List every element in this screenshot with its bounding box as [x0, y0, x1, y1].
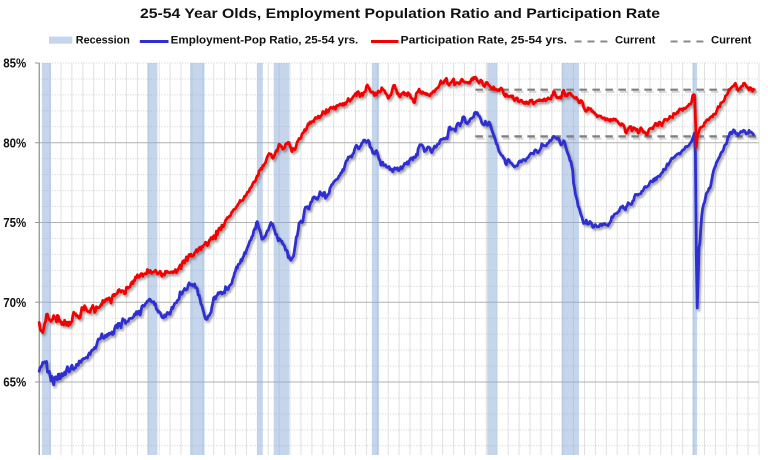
svg-text:Recession: Recession [76, 34, 130, 46]
svg-text:75%: 75% [3, 216, 26, 230]
svg-text:25-54 Year Olds, Employment Po: 25-54 Year Olds, Employment Population R… [140, 5, 660, 21]
svg-text:70%: 70% [3, 296, 26, 310]
svg-text:Employment-Pop Ratio, 25-54 yr: Employment-Pop Ratio, 25-54 yrs. [171, 34, 359, 46]
svg-text:Current: Current [711, 34, 752, 46]
svg-text:65%: 65% [3, 376, 26, 390]
svg-text:Current: Current [615, 34, 656, 46]
svg-text:80%: 80% [3, 136, 26, 150]
svg-text:Participation Rate, 25-54 yrs.: Participation Rate, 25-54 yrs. [401, 34, 568, 46]
svg-text:85%: 85% [3, 57, 26, 71]
